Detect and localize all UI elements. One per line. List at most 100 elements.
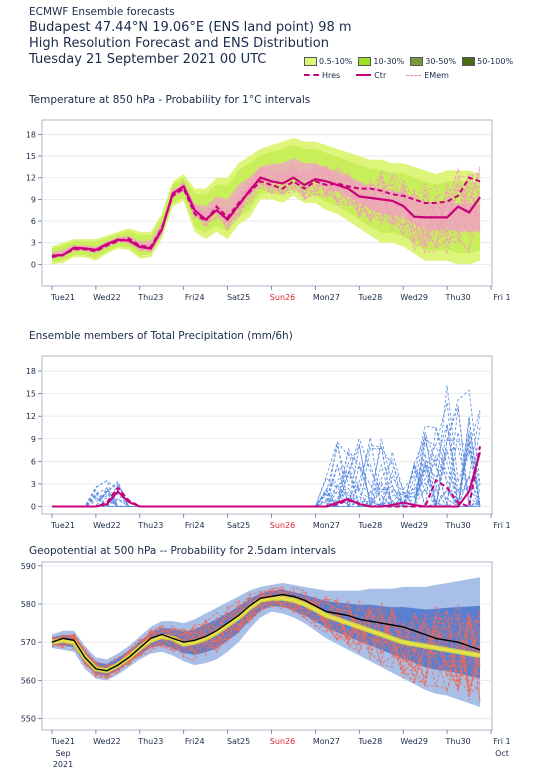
x-tick-label: Tue21: [50, 521, 75, 530]
legend-swatch-2: [358, 56, 372, 66]
legend-line-ctr-swatch: [356, 74, 372, 76]
temp-hres-line: [51, 176, 481, 259]
legend: 0.5-10% 10-30% 30-50% 50-100% Hres Ctr E…: [304, 54, 540, 82]
y-tick-label: 0: [31, 260, 36, 269]
panel-title-2: Ensemble members of Total Precipitation …: [29, 330, 293, 342]
panel-2: Ensemble members of Total Precipitation …: [26, 330, 511, 530]
legend-line-ctr: Ctr: [356, 71, 386, 80]
x-tick-label: Thu23: [137, 737, 163, 746]
legend-band-label-3: 30-50%: [425, 56, 457, 66]
x-tick-label: Thu30: [444, 293, 470, 302]
legend-line-emem-swatch: [406, 74, 422, 76]
x-tick-label: Wed29: [400, 737, 428, 746]
z500-member-line: [51, 595, 481, 673]
x-tick-label: Tue28: [357, 521, 382, 530]
x-tick-label: Sun26: [270, 737, 295, 746]
z500-band-inner: [52, 589, 481, 679]
x-tick-label: Thu23: [137, 521, 163, 530]
temp-member-line: [51, 168, 481, 257]
x-tick-label: Wed29: [400, 521, 428, 530]
z500-member-line: [51, 588, 481, 681]
x-month-start: Sep: [55, 749, 70, 758]
legend-band-label-1: 0.5-10%: [319, 56, 353, 66]
legend-band-4: 50-100%: [462, 56, 514, 66]
panel-title-3: Geopotential at 500 hPa -- Probability f…: [29, 545, 336, 557]
z500-member-line: [51, 594, 481, 683]
x-tick-label: Wed22: [93, 293, 121, 302]
legend-swatch-3: [410, 56, 424, 66]
y-tick-label: 9: [31, 435, 36, 444]
x-tick-label: Sat25: [227, 737, 250, 746]
z500-member-line: [51, 586, 481, 683]
panel-title-1: Temperature at 850 hPa - Probability for…: [28, 94, 310, 106]
precip-hres-line: [52, 446, 481, 508]
x-tick-label: Wed29: [400, 293, 428, 302]
legend-swatch-4: [462, 56, 476, 66]
legend-band-label-4: 50-100%: [477, 56, 514, 66]
y-tick-label: 15: [26, 390, 36, 399]
x-tick-label: Tue21: [50, 293, 75, 302]
z500-hres-line: [51, 593, 481, 672]
precip-member-line: [52, 402, 481, 508]
x-tick-label: Mon27: [313, 521, 340, 530]
x-month-end: Oct: [495, 749, 509, 758]
x-tick-label: Sun26: [270, 521, 295, 530]
y-tick-label: 550: [21, 715, 36, 724]
legend-line-ctr-label: Ctr: [374, 70, 387, 80]
panel-3: Geopotential at 500 hPa -- Probability f…: [21, 545, 511, 746]
x-tick-label: Mon27: [313, 737, 340, 746]
x-tick-label: Thu30: [444, 521, 470, 530]
legend-line-hres-label: Hres: [322, 70, 341, 80]
legend-swatch-1: [304, 56, 317, 66]
y-tick-label: 18: [26, 130, 36, 139]
x-tick-label: Wed22: [93, 737, 121, 746]
x-tick-label: Sat25: [227, 293, 250, 302]
x-tick-label: Fri24: [185, 521, 205, 530]
x-tick-label: Fri24: [185, 737, 205, 746]
x-tick-label: Mon27: [313, 293, 340, 302]
y-tick-label: 3: [31, 480, 36, 489]
y-tick-label: 570: [21, 638, 36, 647]
header-line-2: Budapest 47.44°N 19.06°E (ENS land point…: [29, 20, 352, 35]
header-line-4: Tuesday 21 September 2021 00 UTC: [29, 52, 267, 67]
x-tick-label: Fri 1: [493, 737, 510, 746]
y-tick-label: 15: [26, 152, 36, 161]
x-year-start: 2021: [53, 760, 73, 768]
y-tick-label: 6: [31, 217, 36, 226]
legend-band-2: 10-30%: [358, 56, 405, 66]
x-tick-label: Tue28: [357, 293, 382, 302]
z500-member-line: [51, 596, 481, 693]
y-tick-label: 9: [31, 195, 36, 204]
legend-band-label-2: 10-30%: [373, 56, 405, 66]
x-tick-label: Fri24: [185, 293, 205, 302]
legend-band-3: 30-50%: [410, 56, 457, 66]
y-tick-label: 6: [31, 457, 36, 466]
y-tick-label: 590: [21, 562, 36, 571]
y-tick-label: 560: [21, 676, 36, 685]
header: ECMWF Ensemble forecasts Budapest 47.44°…: [29, 4, 352, 68]
temp-member-line: [51, 165, 481, 256]
y-tick-label: 580: [21, 600, 36, 609]
z500-member-line: [51, 597, 481, 688]
precip-member-line: [52, 419, 481, 508]
precip-ctr-line: [52, 452, 481, 508]
x-tick-label: Thu30: [444, 737, 470, 746]
temp-member-line: [51, 169, 481, 258]
legend-line-emem-label: EMem: [424, 70, 449, 80]
y-tick-label: 0: [31, 502, 36, 511]
legend-bands: 0.5-10% 10-30% 30-50% 50-100%: [304, 54, 540, 68]
temp-member-line: [51, 168, 481, 258]
y-tick-label: 12: [26, 174, 36, 183]
header-line-3: High Resolution Forecast and ENS Distrib…: [29, 36, 329, 51]
legend-line-emem: EMem: [406, 71, 449, 80]
panel-1: Temperature at 850 hPa - Probability for…: [26, 94, 511, 302]
temp-member-line: [51, 168, 481, 258]
x-tick-label: Fri 1: [493, 293, 510, 302]
x-tick-label: Sun26: [270, 293, 295, 302]
x-tick-label: Thu23: [137, 293, 163, 302]
temp-member-line: [51, 173, 481, 256]
legend-line-hres-swatch: [304, 74, 319, 76]
x-tick-label: Fri 1: [493, 521, 510, 530]
x-tick-label: Wed22: [93, 521, 121, 530]
